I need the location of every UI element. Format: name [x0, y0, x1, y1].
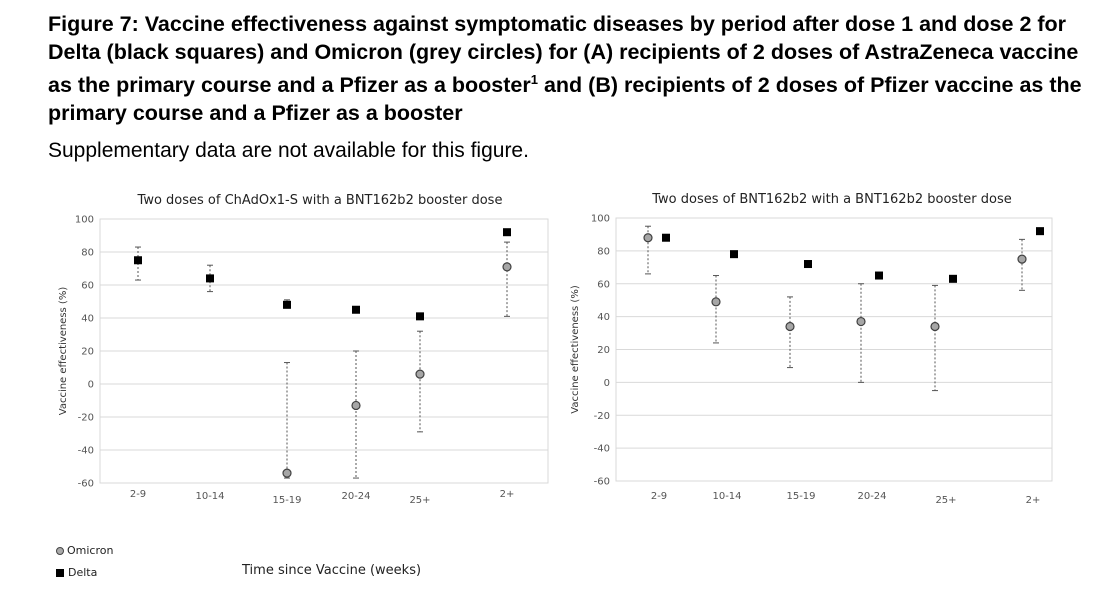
chart-title-2: Two doses of BNT162b2 with a BNT162b2 bo… — [651, 192, 1011, 207]
x-tick-label: 10-14 — [195, 491, 224, 502]
delta-point — [283, 300, 291, 309]
delta-point — [1036, 227, 1044, 236]
y-tick-label: 100 — [75, 215, 94, 226]
omicron-point — [856, 316, 866, 327]
delta-point — [804, 260, 812, 269]
omicron-point — [930, 321, 940, 332]
x-tick-label: 2+ — [1026, 495, 1041, 506]
omicron-point — [502, 262, 512, 272]
legend-delta: Delta — [56, 566, 97, 579]
y-tick-label: 20 — [597, 345, 610, 356]
y-tick-label: 60 — [597, 279, 610, 290]
y-tick-label: 0 — [604, 378, 610, 389]
legend-omicron-label: Omicron — [67, 544, 114, 557]
delta-point — [875, 271, 883, 280]
figure-title: Figure 7: Vaccine effectiveness against … — [48, 10, 1088, 127]
y-tick-label: -40 — [594, 444, 610, 455]
delta-point — [206, 274, 214, 283]
y-tick-label: 40 — [81, 314, 94, 325]
figure-title-main: Figure 7: Vaccine effectiveness against … — [48, 12, 1079, 98]
x-tick-label: 10-14 — [712, 491, 741, 502]
omicron-point — [785, 321, 795, 332]
x-tick-label: 2-9 — [651, 491, 667, 502]
figure-subtitle: Supplementary data are not available for… — [48, 139, 529, 162]
y-tick-label: -20 — [594, 411, 610, 422]
y-tick-label: -40 — [78, 446, 94, 457]
chart-title-1: Two doses of ChAdOx1-S with a BNT162b2 b… — [137, 193, 503, 208]
y-tick-label: 0 — [88, 380, 94, 391]
omicron-point — [415, 369, 425, 379]
x-tick-label: 15-19 — [272, 495, 301, 506]
y-tick-label: 80 — [597, 246, 610, 257]
x-tick-label: 25+ — [409, 495, 430, 506]
y-axis-label-2: Vaccine effectiveness (%) — [570, 285, 581, 414]
x-tick-label: 2-9 — [130, 489, 146, 500]
y-tick-label: 20 — [81, 347, 94, 358]
legend-square-icon — [56, 568, 64, 577]
y-axis-label-1: Vaccine effectiveness (%) — [58, 287, 69, 416]
y-tick-label: -60 — [594, 477, 610, 488]
omicron-point — [711, 297, 721, 307]
y-tick-label: 60 — [81, 281, 94, 292]
y-tick-label: -20 — [78, 413, 94, 424]
delta-point — [352, 305, 360, 314]
omicron-point — [1017, 254, 1027, 264]
x-axis-title: Time since Vaccine (weeks) — [242, 563, 422, 578]
legend-circle-icon — [56, 546, 64, 555]
delta-point — [134, 256, 142, 265]
delta-point — [503, 228, 511, 237]
omicron-point — [643, 233, 653, 243]
figure-title-footnote: 1 — [530, 72, 538, 87]
legend-delta-label: Delta — [68, 566, 98, 579]
omicron-point — [351, 400, 361, 411]
delta-point — [949, 274, 957, 283]
x-tick-label: 20-24 — [341, 491, 370, 502]
delta-point — [730, 250, 738, 259]
y-tick-label: -60 — [78, 479, 94, 490]
y-tick-label: 100 — [591, 214, 610, 225]
legend-omicron: Omicron — [56, 544, 113, 557]
x-tick-label: 15-19 — [786, 491, 815, 502]
delta-point — [662, 233, 670, 242]
figure-title-rest: and (B) recipients of 2 doses of Pfizer … — [48, 73, 1082, 126]
x-tick-label: 25+ — [935, 495, 956, 506]
x-tick-label: 20-24 — [857, 491, 886, 502]
y-tick-label: 80 — [81, 248, 94, 259]
omicron-point — [282, 468, 292, 478]
x-tick-label: 2+ — [500, 489, 515, 500]
y-tick-label: 40 — [597, 312, 610, 323]
delta-point — [416, 312, 424, 321]
